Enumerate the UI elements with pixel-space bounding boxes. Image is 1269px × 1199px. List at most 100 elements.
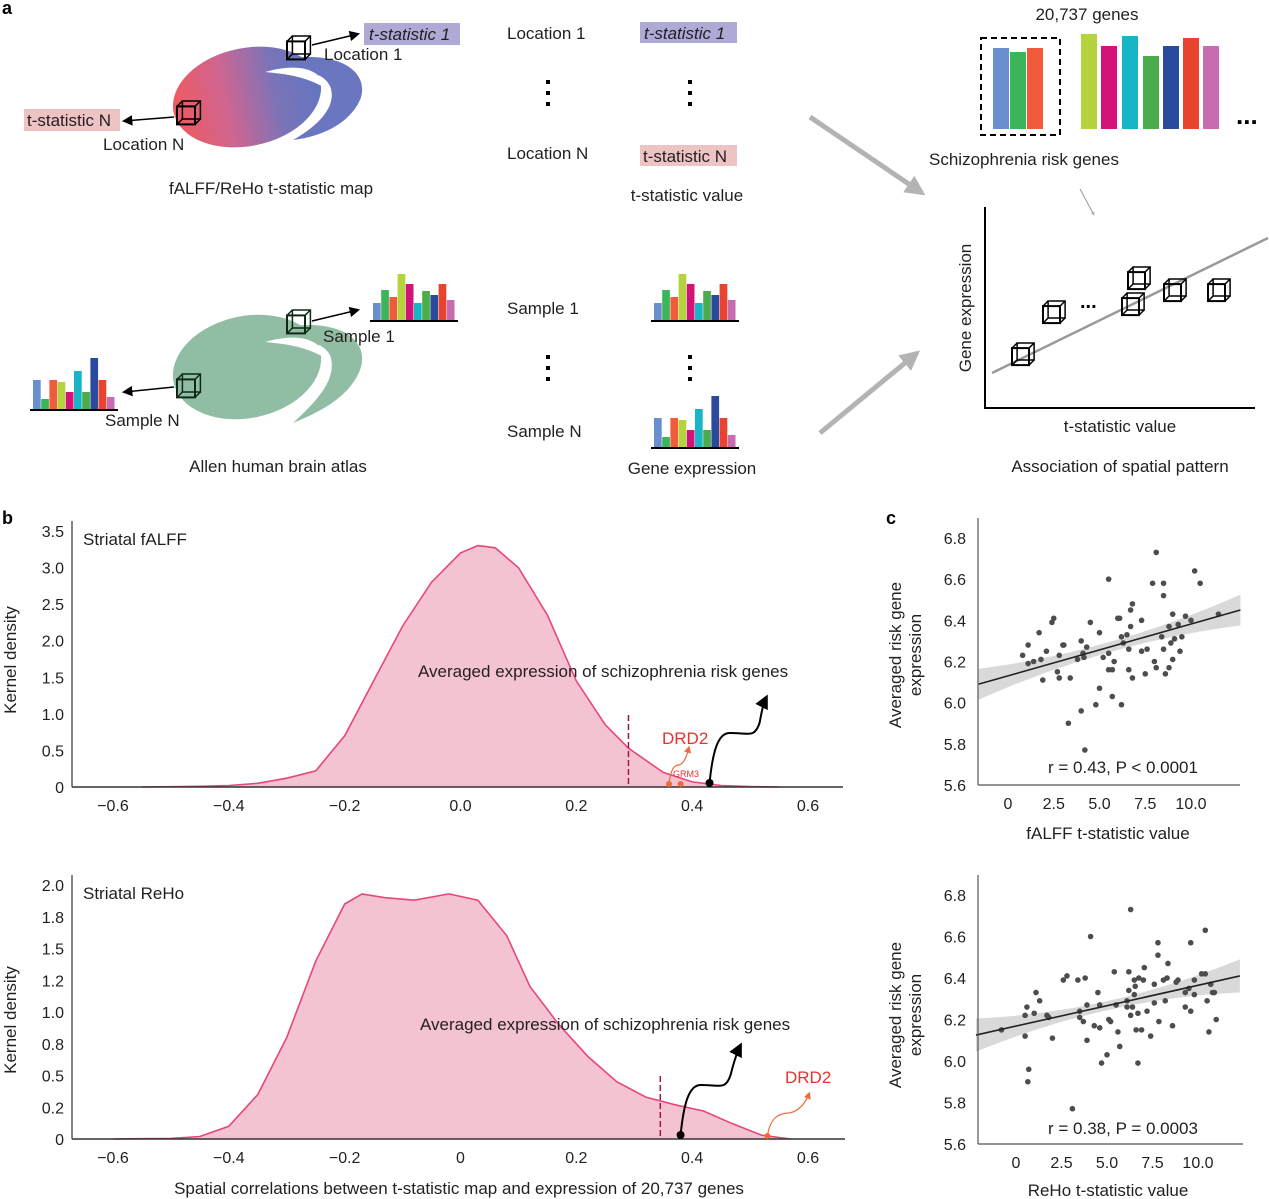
- mid-tstatN: t-statistic N: [643, 147, 727, 166]
- data-point: [1118, 701, 1125, 708]
- location1-label: Location 1: [324, 45, 402, 64]
- dot: [546, 102, 550, 106]
- bar: [727, 435, 736, 447]
- data-point: [1187, 939, 1194, 946]
- bar: [719, 284, 728, 320]
- regression-line: [975, 975, 1241, 1036]
- data-point: [1126, 968, 1132, 975]
- cube-edge: [176, 373, 183, 380]
- data-point: [1127, 906, 1134, 913]
- cube-front: [1207, 283, 1226, 303]
- tstat1-highlight: [364, 23, 460, 45]
- y-tick-label: 0: [55, 780, 64, 797]
- data-point: [1131, 991, 1138, 998]
- data-point: [1126, 987, 1132, 994]
- data-point: [1107, 1018, 1114, 1025]
- x-tick-label: 5.0: [1088, 796, 1110, 813]
- y-tick-label: 0.2: [42, 1100, 64, 1117]
- data-point: [1030, 658, 1037, 665]
- cube-edge: [1144, 266, 1151, 273]
- data-point: [1149, 580, 1156, 587]
- cube-edge: [176, 100, 183, 107]
- cube-edge: [304, 327, 311, 334]
- bar: [414, 303, 422, 320]
- data-point: [1125, 646, 1132, 652]
- cube-back: [1126, 292, 1145, 311]
- mid-tstat-caption: t-statistic value: [631, 186, 743, 205]
- cube-front: [1011, 347, 1030, 367]
- scatter-reho-ylabel: Averaged risk geneexpression: [886, 942, 925, 1088]
- data-point: [1083, 644, 1090, 650]
- data-point: [1082, 747, 1088, 753]
- atlas-caption: Allen human brain atlas: [189, 457, 367, 476]
- y-tick-label: 0: [55, 1132, 64, 1149]
- bar: [422, 291, 430, 320]
- x-tick-label: 10.0: [1175, 796, 1206, 813]
- density-reho-ylabel: Kernel density: [1, 966, 20, 1074]
- data-point: [1127, 1012, 1134, 1019]
- bar: [703, 291, 711, 320]
- gene-bars-icon: [993, 34, 1219, 129]
- x-tick-label: −0.4: [213, 798, 245, 815]
- data-point: [1093, 701, 1099, 708]
- bar: [695, 409, 703, 447]
- data-point: [1160, 646, 1167, 652]
- density-falff-annotation: Averaged expression of schizophrenia ris…: [418, 662, 788, 681]
- sample-cube-icon: [286, 309, 312, 335]
- cube-edge: [194, 391, 201, 398]
- density-curve: [141, 544, 780, 788]
- y-tick-label: 6.4: [944, 613, 966, 630]
- data-point: [1061, 642, 1067, 648]
- x-tick-label: 7.5: [1134, 796, 1156, 813]
- scatter-reho-stats: r = 0.38, P = 0.0003: [1048, 1119, 1198, 1138]
- data-point: [1087, 933, 1094, 940]
- data-point: [1213, 1016, 1219, 1023]
- x-tick-label: 0.2: [565, 1150, 587, 1167]
- cube-edge: [1180, 295, 1187, 302]
- bar: [654, 303, 662, 320]
- bar: [49, 380, 58, 409]
- cube-edge: [1224, 278, 1231, 285]
- scatter-falff-xlabel: fALFF t-statistic value: [1026, 824, 1189, 843]
- cube-edge: [286, 35, 293, 42]
- data-point: [1060, 977, 1067, 983]
- gene-point: [764, 1133, 771, 1139]
- bar: [373, 303, 381, 320]
- x-tick-label: −0.2: [329, 1150, 361, 1167]
- cube-edge: [1121, 292, 1128, 299]
- dot: [688, 91, 692, 95]
- y-tick-label: 6.2: [944, 655, 966, 672]
- scatter-falff-ylabel: Averaged risk geneexpression: [886, 582, 925, 728]
- cube-front: [176, 105, 196, 126]
- cube-edge: [286, 327, 293, 334]
- cube-edge: [176, 391, 183, 398]
- data-point: [1025, 660, 1031, 667]
- y-tick-label: 1.5: [42, 942, 64, 959]
- data-point: [1095, 989, 1101, 996]
- y-tick-label: 5.6: [944, 778, 966, 795]
- data-point: [1075, 977, 1081, 983]
- mid-location1: Location 1: [507, 24, 585, 43]
- data-point: [1138, 617, 1145, 624]
- dot: [546, 80, 550, 84]
- bar: [90, 358, 99, 409]
- bar: [662, 437, 670, 447]
- mid-sample1: Sample 1: [507, 299, 579, 318]
- cube-edge: [1121, 309, 1128, 316]
- data-point: [1036, 629, 1042, 636]
- gene-expression-bars-icon: [651, 396, 739, 449]
- dot: [546, 355, 550, 359]
- data-point: [1039, 677, 1046, 683]
- x-tick-label: 0.4: [681, 1150, 703, 1167]
- data-point: [1105, 650, 1112, 657]
- data-point: [1096, 629, 1103, 636]
- data-point: [1067, 675, 1074, 681]
- cube-front: [1163, 283, 1182, 303]
- arrow-sample1: [311, 306, 361, 322]
- bar: [381, 290, 389, 320]
- data-point: [1111, 658, 1117, 665]
- mid-gene-caption: Gene expression: [628, 459, 757, 478]
- bar: [65, 392, 74, 409]
- cube-edge: [1042, 300, 1049, 307]
